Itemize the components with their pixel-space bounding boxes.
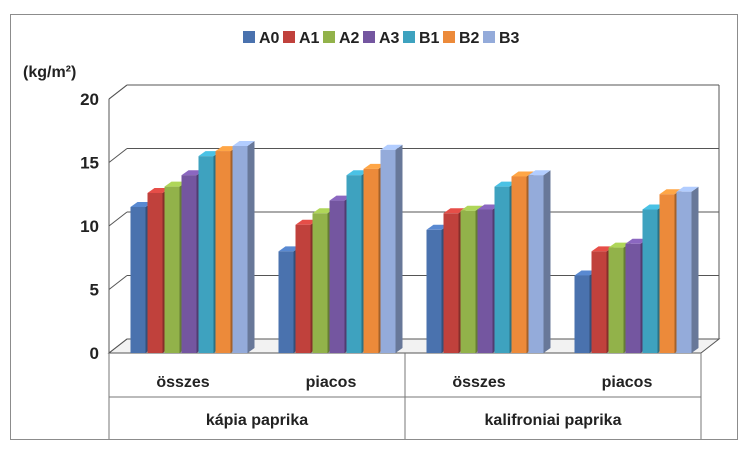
bar-top bbox=[443, 208, 466, 214]
bar-top bbox=[346, 170, 369, 176]
bar-top bbox=[426, 224, 449, 230]
bar-top bbox=[642, 204, 665, 210]
bar-top bbox=[312, 208, 335, 214]
bar bbox=[147, 192, 163, 353]
bar-top bbox=[591, 246, 614, 252]
bar-top bbox=[676, 186, 699, 192]
bar bbox=[659, 194, 675, 353]
bar-side bbox=[395, 144, 403, 353]
bar bbox=[426, 229, 442, 353]
legend-swatch bbox=[323, 31, 335, 43]
x-tick-label: összes bbox=[452, 374, 505, 391]
y-tick-label: 5 bbox=[90, 281, 99, 300]
gridline-diag bbox=[108, 275, 128, 290]
legend-swatch bbox=[363, 31, 375, 43]
bar bbox=[511, 176, 527, 353]
bar-top bbox=[363, 163, 386, 169]
bar-top bbox=[608, 242, 631, 248]
bar-side bbox=[691, 186, 699, 353]
bar bbox=[278, 251, 294, 353]
y-axis-label: (kg/m²) bbox=[23, 64, 76, 81]
back-wall-left bbox=[108, 84, 128, 100]
bar-top bbox=[164, 181, 187, 187]
bar bbox=[460, 210, 476, 353]
bar bbox=[528, 175, 544, 353]
bar bbox=[591, 251, 607, 353]
bar-top bbox=[130, 201, 153, 207]
legend-label: A1 bbox=[299, 30, 320, 47]
legend-swatch bbox=[443, 31, 455, 43]
bar bbox=[130, 206, 146, 353]
bar-top bbox=[232, 140, 255, 146]
bar bbox=[625, 243, 641, 353]
bar bbox=[477, 209, 493, 353]
group-label: kápia paprika bbox=[206, 412, 308, 429]
bar bbox=[198, 156, 214, 353]
x-tick-label: piacos bbox=[306, 374, 357, 391]
bar-top bbox=[528, 170, 551, 176]
bar-top bbox=[198, 151, 221, 157]
bar-top bbox=[380, 144, 403, 150]
bar bbox=[443, 213, 459, 353]
legend-swatch bbox=[243, 31, 255, 43]
bar bbox=[181, 175, 197, 353]
bar-side bbox=[543, 170, 551, 353]
y-tick-label: 15 bbox=[80, 154, 99, 173]
legend-label: B2 bbox=[459, 30, 480, 47]
bar bbox=[608, 247, 624, 353]
y-tick-label: 20 bbox=[80, 90, 99, 109]
bar-top bbox=[625, 238, 648, 244]
legend-label: A0 bbox=[259, 30, 280, 47]
x-tick-label: piacos bbox=[602, 374, 653, 391]
chart-frame: 0 5 10 15 20 (kg/m²) A0 A1 A2 A3 B1 B2 B3 összes piaco… bbox=[10, 14, 738, 440]
gridline-diag bbox=[108, 211, 128, 227]
bar-top bbox=[460, 205, 483, 211]
bar-top bbox=[574, 270, 597, 276]
bar bbox=[329, 200, 345, 353]
bar bbox=[215, 151, 231, 353]
bar-top bbox=[295, 219, 318, 225]
bar-top bbox=[511, 171, 534, 177]
group-label: kalifroniai paprika bbox=[485, 412, 622, 429]
bar bbox=[380, 149, 396, 353]
bar-top bbox=[659, 189, 682, 195]
bar-top bbox=[329, 195, 352, 201]
bar bbox=[346, 175, 362, 353]
x-tick-label: összes bbox=[156, 374, 209, 391]
legend-label: B1 bbox=[419, 30, 440, 47]
bar bbox=[312, 213, 328, 353]
bar-side bbox=[247, 140, 255, 353]
bar bbox=[642, 209, 658, 353]
bar-top bbox=[278, 246, 301, 252]
bar bbox=[164, 186, 180, 353]
gridline-diag bbox=[108, 148, 128, 163]
bar-top bbox=[147, 187, 170, 193]
bar-chart: 0 5 10 15 20(kg/m²) A0 A1 A2 A3 B1 B2 B3 összes piaco… bbox=[23, 30, 721, 439]
y-tick-label: 10 bbox=[80, 217, 99, 236]
legend-label: A3 bbox=[379, 30, 400, 47]
bar-top bbox=[477, 204, 500, 210]
gridline-diag bbox=[108, 338, 128, 354]
bar bbox=[295, 224, 311, 353]
bar bbox=[494, 186, 510, 353]
legend-swatch bbox=[283, 31, 295, 43]
legend-swatch bbox=[403, 31, 415, 43]
bar bbox=[676, 191, 692, 353]
bar-top bbox=[215, 146, 238, 152]
legend-label: A2 bbox=[339, 30, 360, 47]
bar bbox=[574, 275, 590, 353]
legend-label: B3 bbox=[499, 30, 520, 47]
bar-top bbox=[181, 170, 204, 176]
bar bbox=[363, 168, 379, 353]
bar-top bbox=[494, 181, 517, 187]
bar bbox=[232, 145, 248, 353]
y-tick-label: 0 bbox=[90, 344, 99, 363]
legend-swatch bbox=[483, 31, 495, 43]
